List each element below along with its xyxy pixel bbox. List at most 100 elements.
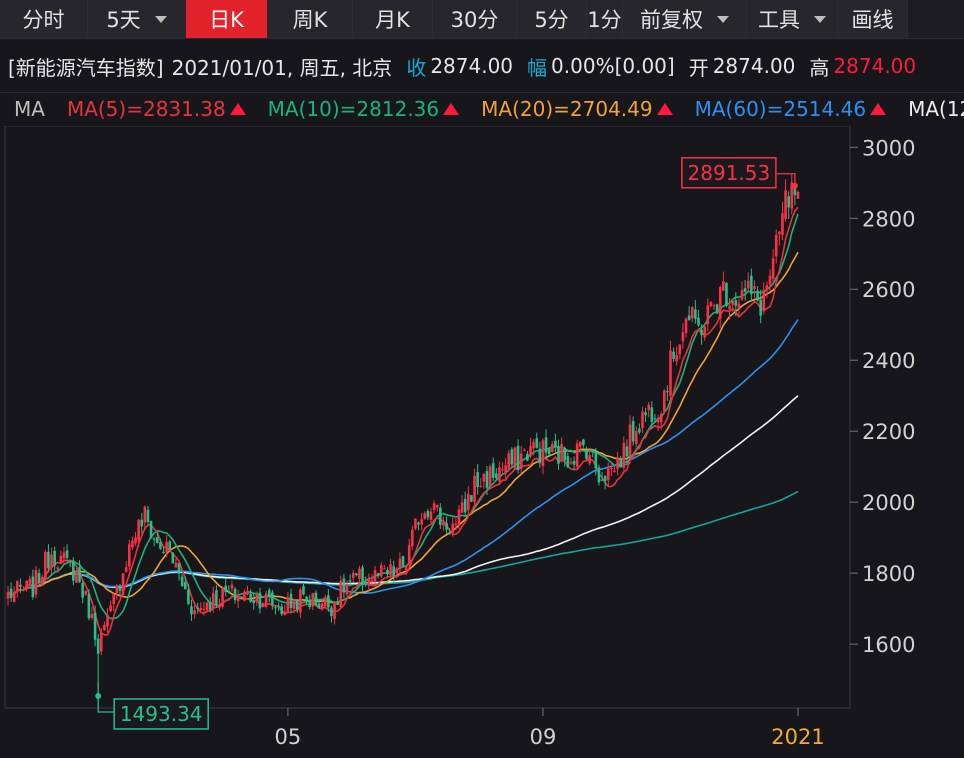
- candle-body: [330, 607, 333, 617]
- candle-body: [6, 592, 10, 599]
- candle-body: [411, 529, 414, 547]
- candle-body: [180, 576, 184, 587]
- ma-legend-item: MA(10)=2812.36: [268, 97, 460, 121]
- candle-body: [292, 599, 296, 609]
- open-value: 2874.00: [712, 54, 796, 78]
- candle-body: [171, 552, 175, 564]
- candle-body: [401, 556, 405, 567]
- candle-body: [759, 300, 762, 316]
- candle-body: [252, 600, 256, 604]
- candle-body: [249, 593, 252, 602]
- candle-body: [774, 234, 778, 257]
- tab-5[interactable]: 30分: [433, 0, 517, 38]
- arrow-up-icon: [229, 103, 246, 115]
- tab-0[interactable]: 分时: [0, 0, 88, 38]
- candle-body: [215, 590, 218, 605]
- candle-body: [345, 583, 349, 595]
- candle-body: [103, 624, 106, 631]
- max-label: 2891.53: [688, 161, 771, 185]
- candle-body: [376, 573, 380, 576]
- kline-chart[interactable]: 1600 1800 2000 2200 2400 2600 2800 3000 05 09 2021…: [0, 126, 964, 758]
- tab-10[interactable]: 画线: [838, 0, 908, 38]
- candle-body: [771, 258, 775, 279]
- tab-6[interactable]: 5分: [517, 0, 587, 38]
- candle-body: [750, 275, 753, 295]
- candle-body: [439, 507, 442, 525]
- candle-body: [426, 510, 430, 518]
- candle-body: [258, 592, 262, 609]
- quote-info-bar: [新能源汽车指数] 2021/01/01, 周五, 北京 收 2874.00 幅…: [0, 40, 964, 93]
- candle-body: [569, 462, 573, 464]
- candle-body: [616, 457, 619, 469]
- candle-body: [622, 442, 626, 468]
- candle-body: [544, 437, 548, 453]
- tab-7[interactable]: 1分: [587, 0, 623, 38]
- tab-9[interactable]: 工具: [747, 0, 838, 38]
- candle-body: [56, 567, 60, 570]
- candle-body: [124, 567, 128, 572]
- tab-2[interactable]: 日K: [186, 0, 268, 38]
- candle-body: [289, 594, 293, 609]
- candle-body: [432, 503, 436, 511]
- candle-body: [460, 502, 464, 513]
- y-tick-label: 1600: [862, 633, 915, 657]
- candle-body: [53, 550, 56, 566]
- candle-body: [367, 577, 371, 586]
- candle-body: [392, 566, 395, 576]
- candle-body: [165, 541, 168, 553]
- candle-body: [28, 578, 32, 584]
- y-tick-label: 2800: [862, 207, 915, 231]
- candle-body: [59, 555, 63, 564]
- tab-8[interactable]: 前复权: [623, 0, 747, 38]
- candle-body: [448, 532, 451, 534]
- tab-3[interactable]: 周K: [268, 0, 353, 38]
- high-value: 2874.00: [833, 54, 917, 78]
- tab-label: 分时: [22, 8, 65, 32]
- ma-legend-text: MA(120): [908, 97, 964, 121]
- tab-4[interactable]: 月K: [353, 0, 433, 38]
- candle-body: [62, 552, 66, 559]
- candle-body: [722, 281, 725, 291]
- candle-body: [96, 638, 100, 654]
- candle-body: [743, 288, 747, 292]
- candle-body: [386, 569, 389, 575]
- candle-body: [510, 449, 514, 465]
- candle-body: [507, 453, 511, 470]
- candle-body: [706, 305, 710, 325]
- candle-body: [687, 315, 691, 320]
- candle-body: [414, 518, 417, 529]
- candle-body: [239, 596, 243, 598]
- candle-body: [255, 594, 259, 602]
- candle-body: [65, 550, 69, 558]
- candle-body: [162, 551, 165, 554]
- ma-line-ma60: [7, 319, 799, 597]
- candle-body: [224, 585, 228, 593]
- chevron-down-icon: [717, 15, 729, 23]
- candle-body: [473, 475, 476, 503]
- candle-body: [373, 570, 377, 582]
- candle-body: [137, 519, 140, 541]
- candle-body: [50, 554, 53, 568]
- candle-body: [146, 509, 150, 523]
- candle-body: [662, 390, 666, 412]
- candle-body: [547, 448, 551, 455]
- candle-body: [504, 465, 507, 473]
- plot-frame: [4, 126, 851, 709]
- tab-1[interactable]: 5天: [88, 0, 186, 38]
- candle-body: [578, 441, 582, 447]
- candle-body: [554, 440, 557, 447]
- candle-body: [756, 290, 759, 301]
- candle-body: [351, 572, 355, 579]
- candle-body: [314, 592, 318, 606]
- candle-body: [311, 593, 315, 607]
- candle-body: [370, 579, 374, 583]
- candle-body: [644, 412, 647, 416]
- candle-body: [202, 608, 206, 610]
- candle-body: [501, 469, 504, 471]
- candle-body: [389, 564, 392, 575]
- candle-body: [283, 611, 287, 616]
- candle-body: [84, 591, 88, 595]
- candle-body: [718, 287, 722, 319]
- candle-body: [118, 585, 122, 591]
- candle-body: [541, 440, 545, 467]
